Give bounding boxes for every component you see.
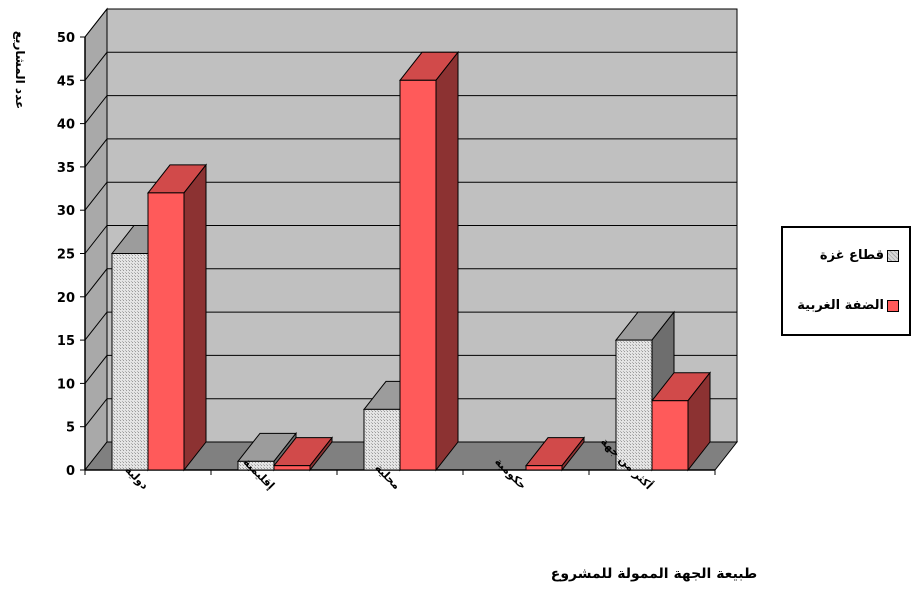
legend-item-westbank: الضفة الغربية (797, 298, 899, 313)
bar-westbank (146, 163, 208, 472)
bar-front (363, 408, 401, 471)
gridline (84, 225, 737, 254)
gridline (84, 354, 737, 384)
bar-side (435, 50, 459, 472)
bar-front (525, 465, 563, 471)
legend-label-westbank: الضفة الغربية (797, 298, 884, 313)
gridline (84, 398, 737, 428)
y-tick-label: 40 (57, 118, 75, 133)
gridline (84, 181, 737, 211)
bar-westbank (524, 436, 586, 472)
y-axis-label: عدد المشاريع (13, 31, 27, 109)
legend-label-gaza: قطاع غزة (819, 248, 884, 263)
legend: قطاع غزة الضفة الغربية (781, 226, 911, 336)
gridlines (84, 8, 737, 428)
bar-westbank (272, 436, 334, 472)
y-tick-label: 15 (57, 334, 75, 349)
y-tick-label: 35 (57, 161, 75, 176)
bar-front (399, 79, 437, 471)
y-tick-label: 20 (57, 291, 75, 306)
y-tick-label: 10 (57, 377, 75, 392)
legend-item-gaza: قطاع غزة (820, 248, 899, 263)
gridline (84, 8, 737, 38)
gridline (84, 138, 737, 168)
bar-front (273, 465, 311, 471)
x-axis-label: طبيعة الجهة الممولة للمشروع (551, 566, 757, 582)
legend-swatch-gaza (887, 249, 899, 262)
gridline (84, 311, 737, 341)
bar-westbank (650, 371, 712, 472)
gridline (84, 95, 737, 124)
bar-westbank (398, 50, 460, 472)
y-tick-label: 30 (57, 204, 75, 219)
bar-front (111, 253, 149, 471)
gridline (84, 268, 737, 298)
bar-front (651, 400, 689, 471)
y-tick-label: 25 (57, 248, 75, 263)
bar-front (615, 339, 653, 471)
bars (110, 50, 712, 472)
y-tick-label: 50 (57, 31, 75, 46)
bar-side (183, 163, 207, 472)
y-tick-label: 5 (66, 421, 75, 436)
y-tick-label: 45 (57, 74, 75, 89)
bar-front (147, 192, 185, 471)
y-tick-label: 0 (66, 464, 75, 479)
legend-swatch-westbank (887, 299, 899, 312)
gridline (84, 51, 737, 81)
